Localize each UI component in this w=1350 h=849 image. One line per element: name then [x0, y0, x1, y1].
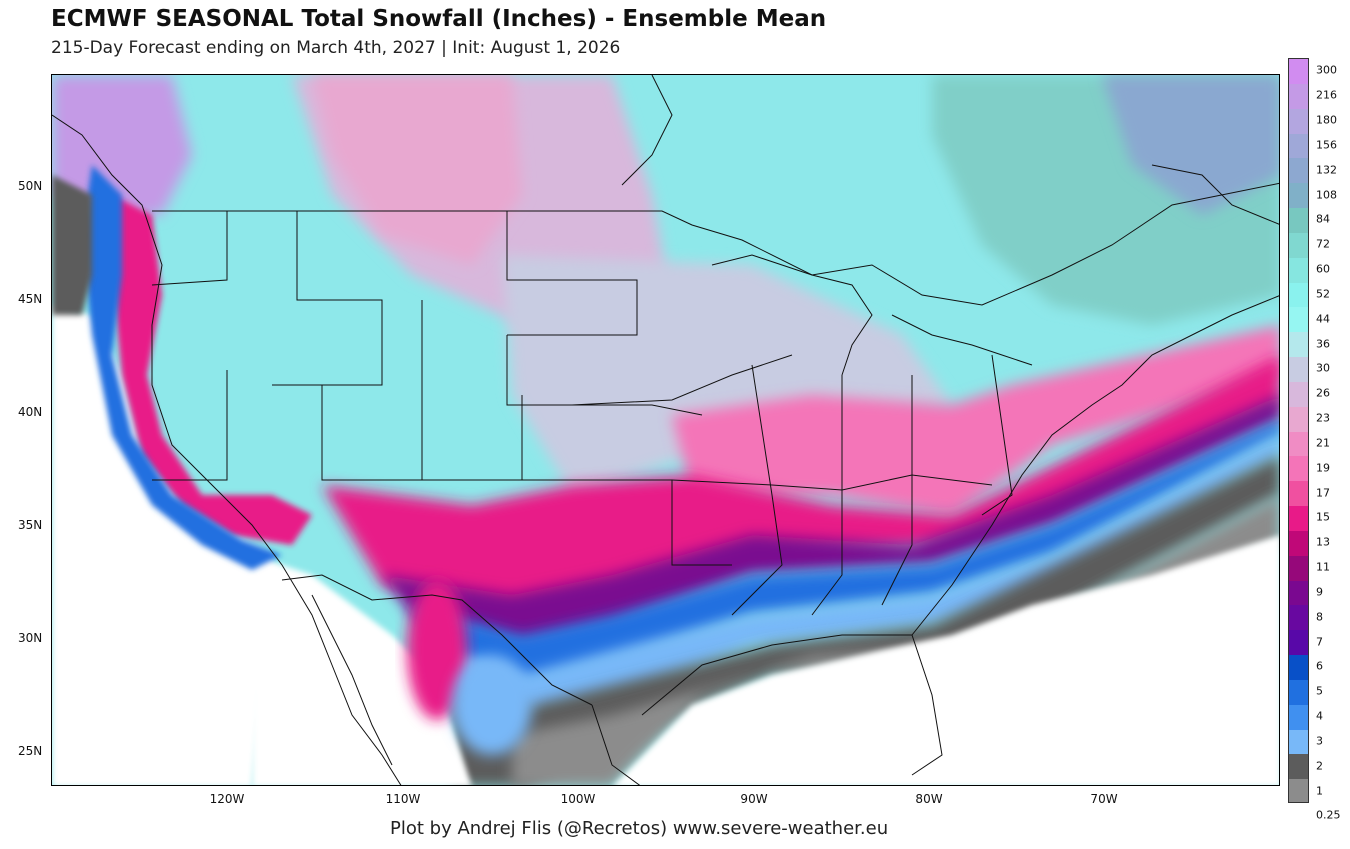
colorbar-level-label: 156	[1316, 138, 1337, 152]
colorbar-segment	[1289, 679, 1308, 706]
lon-label-90w: 90W	[740, 792, 768, 806]
colorbar	[1288, 58, 1309, 803]
colorbar-level-label: 60	[1316, 262, 1330, 276]
colorbar-level-label: 8	[1316, 610, 1323, 624]
map-canvas	[52, 75, 1279, 785]
lat-label-50n: 50N	[18, 179, 43, 193]
colorbar-level-label: 36	[1316, 337, 1330, 351]
lon-label-70w: 70W	[1090, 792, 1118, 806]
colorbar-segment	[1289, 506, 1308, 532]
lon-label-120w: 120W	[209, 792, 245, 806]
lat-label-30n: 30N	[18, 631, 43, 645]
colorbar-segment	[1289, 183, 1308, 209]
colorbar-segment	[1289, 754, 1308, 780]
colorbar-segment	[1289, 431, 1308, 457]
colorbar-level-label: 21	[1316, 436, 1330, 450]
lon-label-100w: 100W	[560, 792, 596, 806]
colorbar-level-label: 44	[1316, 312, 1330, 326]
colorbar-level-label: 6	[1316, 659, 1323, 673]
colorbar-segment	[1289, 580, 1308, 606]
colorbar-level-label: 216	[1316, 88, 1337, 102]
colorbar-segment	[1289, 406, 1308, 432]
colorbar-segment	[1289, 232, 1308, 259]
colorbar-level-label: 52	[1316, 287, 1330, 301]
colorbar-segment	[1289, 357, 1308, 383]
colorbar-level-label: 23	[1316, 411, 1330, 425]
colorbar-level-label: 132	[1316, 163, 1337, 177]
colorbar-segment	[1289, 59, 1308, 85]
lat-label-40n: 40N	[18, 405, 43, 419]
lon-label-110w: 110W	[385, 792, 421, 806]
colorbar-level-label: 108	[1316, 188, 1337, 202]
colorbar-level-label: 19	[1316, 461, 1330, 475]
colorbar-segment	[1289, 655, 1308, 681]
map-borders	[52, 75, 1279, 785]
snowfall-fill	[52, 75, 1279, 785]
colorbar-level-label: 300	[1316, 63, 1337, 77]
colorbar-level-label: 2	[1316, 759, 1323, 773]
colorbar-level-label: 26	[1316, 386, 1330, 400]
colorbar-level-label: 0.25	[1316, 808, 1341, 822]
colorbar-segment	[1289, 307, 1308, 333]
colorbar-level-label: 13	[1316, 535, 1330, 549]
colorbar-segment	[1289, 257, 1308, 283]
colorbar-segment	[1289, 133, 1308, 159]
lon-label-80w: 80W	[915, 792, 943, 806]
colorbar-segment	[1289, 530, 1308, 557]
colorbar-segment	[1289, 108, 1308, 134]
colorbar-segment	[1289, 208, 1308, 234]
lat-label-45n: 45N	[18, 292, 43, 306]
colorbar-segment	[1289, 555, 1308, 581]
colorbar-segment	[1289, 456, 1308, 482]
colorbar-segment	[1289, 282, 1308, 308]
colorbar-level-label: 9	[1316, 585, 1323, 599]
colorbar-level-label: 17	[1316, 486, 1330, 500]
colorbar-segment	[1289, 605, 1308, 631]
colorbar-level-label: 4	[1316, 709, 1323, 723]
colorbar-segment	[1289, 158, 1308, 184]
colorbar-level-label: 3	[1316, 734, 1323, 748]
colorbar-level-label: 30	[1316, 361, 1330, 375]
credit-text: Plot by Andrej Flis (@Recretos) www.seve…	[390, 818, 889, 839]
snowfall-map[interactable]	[51, 74, 1280, 786]
lat-label-35n: 35N	[18, 518, 43, 532]
colorbar-level-label: 84	[1316, 212, 1330, 226]
colorbar-segment	[1289, 630, 1308, 656]
colorbar-level-label: 15	[1316, 510, 1330, 524]
colorbar-level-label: 72	[1316, 237, 1330, 251]
colorbar-level-label: 180	[1316, 113, 1337, 127]
colorbar-segment	[1289, 729, 1308, 755]
colorbar-level-label: 5	[1316, 684, 1323, 698]
colorbar-level-label: 1	[1316, 784, 1323, 798]
colorbar-segment	[1289, 381, 1308, 408]
colorbar-segment	[1289, 83, 1308, 110]
colorbar-segment	[1289, 481, 1308, 507]
lat-label-25n: 25N	[18, 744, 43, 758]
colorbar-segment	[1289, 779, 1308, 802]
map-title: ECMWF SEASONAL Total Snowfall (Inches) -…	[51, 6, 827, 32]
colorbar-segment	[1289, 704, 1308, 730]
map-subtitle: 215-Day Forecast ending on March 4th, 20…	[51, 38, 621, 58]
colorbar-level-label: 11	[1316, 560, 1330, 574]
colorbar-segment	[1289, 332, 1308, 358]
colorbar-level-label: 7	[1316, 635, 1323, 649]
